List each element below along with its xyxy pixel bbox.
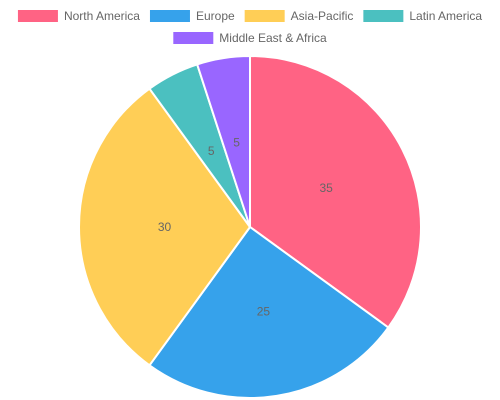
data-label-middle-east-and-africa: 5 — [233, 136, 240, 150]
pie-slice-north-america[interactable] — [249, 55, 422, 329]
data-label-europe: 25 — [257, 304, 271, 318]
data-label-north-america: 35 — [320, 181, 334, 195]
legend-item-latin-america[interactable]: Latin America — [363, 9, 482, 23]
pie-slice-asia-pacific[interactable] — [78, 87, 251, 367]
legend-swatch-latin-america — [363, 10, 404, 22]
legend-swatch-middle-east-and-africa — [173, 32, 214, 44]
legend-label-north-america: North America — [64, 9, 140, 23]
data-label-asia-pacific: 30 — [158, 220, 172, 234]
legend-swatch-north-america — [17, 10, 58, 22]
legend-swatch-europe — [149, 10, 190, 22]
legend-item-north-america[interactable]: North America — [17, 9, 140, 23]
data-label-latin-america: 5 — [208, 144, 215, 158]
legend-label-europe: Europe — [196, 9, 235, 23]
legend-label-asia-pacific: Asia-Pacific — [291, 9, 354, 23]
chart-legend: North America Europe Asia-Pacific Latin Ame… — [17, 9, 482, 45]
pie-slice-middle-east-and-africa[interactable] — [196, 55, 251, 228]
legend-swatch-asia-pacific — [244, 10, 285, 22]
legend-item-middle-east-and-africa[interactable]: Middle East & Africa — [173, 31, 327, 45]
legend-item-europe[interactable]: Europe — [149, 9, 235, 23]
legend-label-middle-east-and-africa: Middle East & Africa — [219, 31, 327, 45]
pie-slices — [78, 55, 422, 399]
legend-label-latin-america: Latin America — [409, 9, 482, 23]
legend-item-asia-pacific[interactable]: Asia-Pacific — [244, 9, 354, 23]
pie-data-labels: 35 25 30 5 5 — [158, 136, 333, 319]
pie-slice-europe[interactable] — [148, 226, 390, 399]
